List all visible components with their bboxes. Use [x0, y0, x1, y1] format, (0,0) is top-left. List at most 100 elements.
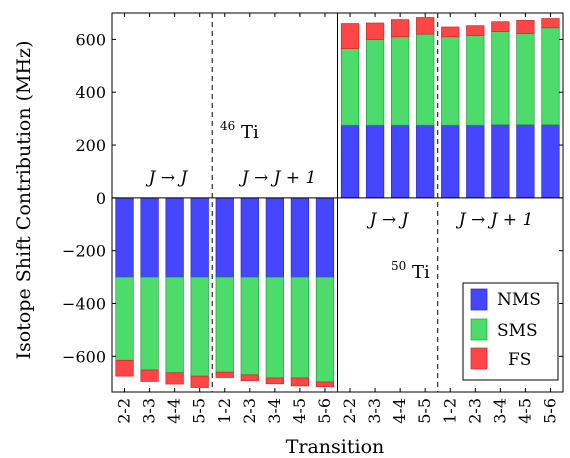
bar-nms-4-5-16 [516, 124, 535, 199]
bar-fs-4-5-16 [516, 20, 535, 34]
x-tick-label-0: 2-2 [115, 398, 134, 424]
bar-sms-3-4-15 [491, 31, 510, 126]
bar-fs-2-2-9 [340, 23, 360, 50]
bar-fs-1-2-4 [215, 371, 234, 378]
bar-sms-5-5-3 [190, 276, 209, 377]
legend-label-fs: FS [508, 350, 531, 370]
x-tick-label-2: 4-4 [165, 398, 184, 424]
bar-fs-4-4-11 [391, 19, 410, 38]
bar-fs-5-6-17 [541, 18, 560, 29]
x-tick-label-14: 2-3 [465, 398, 484, 424]
y-axis-title: Isotope Shift Contribution (MHz) [13, 41, 35, 360]
x-tick-label-3: 5-5 [190, 398, 209, 424]
x-tick-label-9: 2-2 [340, 398, 359, 424]
bar-fs-4-4-2 [165, 372, 184, 385]
legend-swatch-fs [470, 347, 488, 370]
x-tick-label-10: 3-3 [365, 398, 384, 424]
x-tick-label-11: 4-4 [390, 398, 409, 424]
y-tick-label-0: 600 [75, 30, 106, 49]
bar-nms-4-5-7 [290, 197, 310, 278]
bar-sms-1-2-13 [441, 36, 460, 126]
legend-label-nms: NMS [497, 290, 541, 310]
bar-nms-4-4-11 [391, 124, 410, 199]
bar-sms-4-4-11 [391, 36, 410, 126]
bar-fs-5-5-3 [190, 375, 209, 388]
x-tick-label-7: 4-5 [290, 398, 309, 424]
ti50-element: Ti [412, 262, 430, 283]
bar-sms-3-3-10 [365, 39, 385, 126]
y-tick-label-4: −200 [62, 242, 106, 261]
x-tick-label-8: 5-6 [315, 398, 334, 424]
y-tick-label-2: 200 [75, 136, 106, 155]
x-tick-label-1: 3-3 [140, 398, 159, 424]
bar-sms-4-5-7 [290, 276, 310, 379]
lines-layer [112, 13, 563, 392]
bar-nms-1-2-13 [441, 124, 460, 199]
ti46-element: Ti [241, 122, 259, 143]
bar-fs-3-3-1 [140, 369, 159, 382]
bar-fs-5-6-8 [315, 381, 335, 388]
bar-sms-2-2-0 [115, 276, 134, 361]
bar-sms-3-4-6 [265, 276, 284, 379]
x-axis-ticks: 2-2 3-3 4-4 5-5 1-2 2-3 3-4 4-5 5-6 2-2 3-3 4-4 5-5 1… [115, 13, 559, 424]
bar-fs-2-3-14 [466, 25, 485, 36]
ti50-mass-number: 50 [391, 259, 406, 273]
annotation-ti50: 50 Ti [391, 254, 430, 283]
x-tick-label-6: 3-4 [265, 398, 284, 424]
bar-fs-4-5-7 [290, 377, 310, 387]
x-tick-label-17: 5-6 [540, 398, 559, 424]
plot-frame [111, 12, 564, 393]
legend: NMS SMS FS [462, 282, 559, 381]
ti46-mass-number: 46 [220, 119, 235, 133]
x-tick-label-16: 4-5 [515, 398, 534, 424]
bar-sms-4-4-2 [165, 276, 184, 374]
x-tick-label-15: 3-4 [490, 398, 509, 424]
legend-swatch-nms [470, 288, 488, 311]
bars-layer [115, 17, 560, 388]
bar-sms-2-2-9 [340, 48, 360, 126]
bar-nms-2-2-9 [340, 124, 360, 199]
annotation-left-j-to-j-plus-1: J → J + 1 [239, 168, 317, 188]
annotation-ti46: 46 Ti [220, 114, 259, 143]
x-tick-label-5: 2-3 [240, 398, 259, 424]
bar-sms-5-5-12 [416, 33, 435, 126]
bar-nms-1-2-4 [215, 197, 234, 278]
bar-fs-2-3-5 [240, 374, 259, 381]
y-tick-label-5: −400 [62, 295, 106, 314]
bar-fs-2-2-0 [115, 359, 134, 377]
bar-fs-3-4-6 [265, 377, 284, 385]
bar-sms-1-2-4 [215, 276, 234, 373]
bar-sms-2-3-14 [466, 35, 485, 126]
bar-nms-2-3-5 [240, 197, 259, 278]
x-axis-title: Transition [286, 436, 385, 458]
bar-fs-5-5-12 [416, 17, 435, 35]
annotation-right-j-to-j: J → J [367, 210, 410, 230]
y-axis-ticks: 600 400 200 0 −200 −400 −600 [62, 30, 563, 366]
bar-nms-2-3-14 [466, 124, 485, 199]
bar-nms-3-4-6 [265, 197, 284, 278]
bar-nms-5-5-3 [190, 197, 209, 278]
y-tick-label-6: −600 [62, 347, 106, 366]
annotation-left-j-to-j: J → J [146, 168, 189, 188]
x-tick-label-4: 1-2 [215, 398, 234, 424]
bar-nms-5-6-17 [541, 124, 560, 199]
bar-nms-2-2-0 [115, 197, 134, 278]
bar-nms-3-3-1 [140, 197, 159, 278]
legend-swatch-sms [470, 318, 488, 341]
bar-sms-5-6-17 [541, 27, 560, 126]
bar-sms-2-3-5 [240, 276, 259, 376]
annotation-right-j-to-j-plus-1: J → J + 1 [456, 210, 534, 230]
bar-nms-5-5-12 [416, 124, 435, 199]
x-tick-label-13: 1-2 [440, 398, 459, 424]
bar-fs-1-2-13 [441, 26, 460, 38]
y-tick-label-3: 0 [96, 189, 106, 208]
bar-nms-3-4-15 [491, 124, 510, 199]
bar-sms-4-5-16 [516, 33, 535, 126]
legend-label-sms: SMS [497, 321, 538, 341]
bar-fs-3-4-15 [491, 21, 510, 32]
y-tick-label-1: 400 [75, 83, 106, 102]
bar-fs-3-3-10 [365, 22, 385, 40]
bar-nms-5-6-8 [315, 197, 335, 278]
bar-sms-3-3-1 [140, 276, 159, 371]
